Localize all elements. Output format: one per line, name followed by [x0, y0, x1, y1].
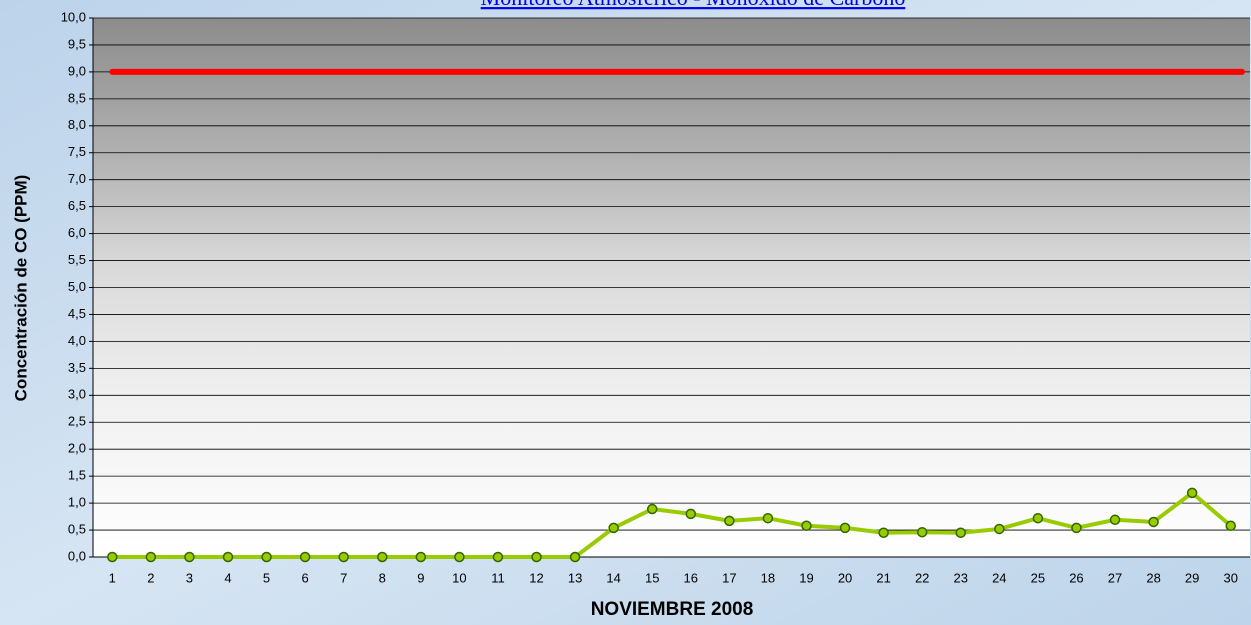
x-tick-label: 1 [109, 570, 116, 585]
data-point [841, 523, 850, 532]
x-tick-label: 2 [147, 570, 154, 585]
y-tick-label: 9,5 [68, 36, 86, 51]
y-tick-label: 0,0 [68, 548, 86, 563]
x-tick-label: 13 [568, 570, 582, 585]
data-point [262, 553, 271, 562]
x-tick-label: 25 [1031, 570, 1045, 585]
data-point [1149, 517, 1158, 526]
y-tick-label: 6,0 [68, 225, 86, 240]
y-tick-label: 5,5 [68, 252, 86, 267]
y-tick-label: 1,0 [68, 495, 86, 510]
data-point [609, 523, 618, 532]
x-tick-label: 29 [1185, 570, 1199, 585]
x-tick-label: 3 [186, 570, 193, 585]
y-tick-label: 9,0 [68, 63, 86, 78]
y-axis-label: Concentración de CO (PPM) [11, 175, 30, 402]
x-tick-label: 5 [263, 570, 270, 585]
x-tick-label: 22 [915, 570, 929, 585]
data-point [493, 553, 502, 562]
y-tick-label: 7,5 [68, 144, 86, 159]
x-tick-label: 12 [529, 570, 543, 585]
y-tick-label: 8,5 [68, 90, 86, 105]
chart-title: Monitoreo Atmosferico - Monoxido de Carb… [481, 0, 906, 10]
x-tick-label: 10 [452, 570, 466, 585]
data-point [686, 509, 695, 518]
data-point [1188, 488, 1197, 497]
data-point [1072, 523, 1081, 532]
y-tick-label: 10,0 [61, 9, 86, 24]
y-tick-label: 7,0 [68, 171, 86, 186]
y-tick-label: 0,5 [68, 521, 86, 536]
x-tick-label: 11 [491, 570, 505, 585]
x-tick-label: 9 [417, 570, 424, 585]
data-point [378, 553, 387, 562]
x-tick-label: 16 [684, 570, 698, 585]
page: Monitoreo Atmosferico - Monoxido de Carb… [0, 0, 1251, 625]
data-point [648, 505, 657, 514]
x-tick-label: 4 [224, 570, 231, 585]
data-point [339, 553, 348, 562]
data-point [223, 553, 232, 562]
x-tick-label: 27 [1108, 570, 1122, 585]
data-point [879, 528, 888, 537]
data-point [1226, 521, 1235, 530]
chart: Monitoreo Atmosferico - Monoxido de Carb… [0, 0, 1251, 625]
data-point [416, 553, 425, 562]
x-tick-label: 26 [1069, 570, 1083, 585]
y-tick-label: 1,5 [68, 468, 86, 483]
x-tick-label: 20 [838, 570, 852, 585]
data-point [1111, 515, 1120, 524]
data-point [802, 521, 811, 530]
x-tick-label: 15 [645, 570, 659, 585]
data-point [918, 528, 927, 537]
y-tick-label: 3,0 [68, 387, 86, 402]
x-tick-label: 21 [876, 570, 890, 585]
x-tick-label: 23 [954, 570, 968, 585]
x-tick-label: 24 [992, 570, 1006, 585]
x-tick-label: 7 [340, 570, 347, 585]
y-tick-label: 8,0 [68, 117, 86, 132]
x-tick-label: 8 [379, 570, 386, 585]
y-tick-label: 2,5 [68, 414, 86, 429]
data-point [301, 553, 310, 562]
x-tick-label: 18 [761, 570, 775, 585]
x-tick-label: 30 [1223, 570, 1237, 585]
y-tick-label: 2,0 [68, 441, 86, 456]
data-point [725, 516, 734, 525]
y-tick-label: 4,0 [68, 333, 86, 348]
data-point [956, 528, 965, 537]
data-point [185, 553, 194, 562]
y-tick-label: 5,0 [68, 279, 86, 294]
data-point [571, 553, 580, 562]
data-point [532, 553, 541, 562]
y-tick-label: 6,5 [68, 198, 86, 213]
y-tick-label: 3,5 [68, 360, 86, 375]
data-point [455, 553, 464, 562]
x-axis-label: NOVIEMBRE 2008 [591, 599, 754, 620]
x-tick-label: 14 [606, 570, 620, 585]
data-point [108, 553, 117, 562]
x-tick-label: 28 [1146, 570, 1160, 585]
data-point [1033, 514, 1042, 523]
y-tick-label: 4,5 [68, 306, 86, 321]
x-tick-label: 6 [301, 570, 308, 585]
data-point [995, 524, 1004, 533]
data-point [146, 553, 155, 562]
x-tick-label: 19 [799, 570, 813, 585]
x-tick-label: 17 [722, 570, 736, 585]
data-point [763, 514, 772, 523]
